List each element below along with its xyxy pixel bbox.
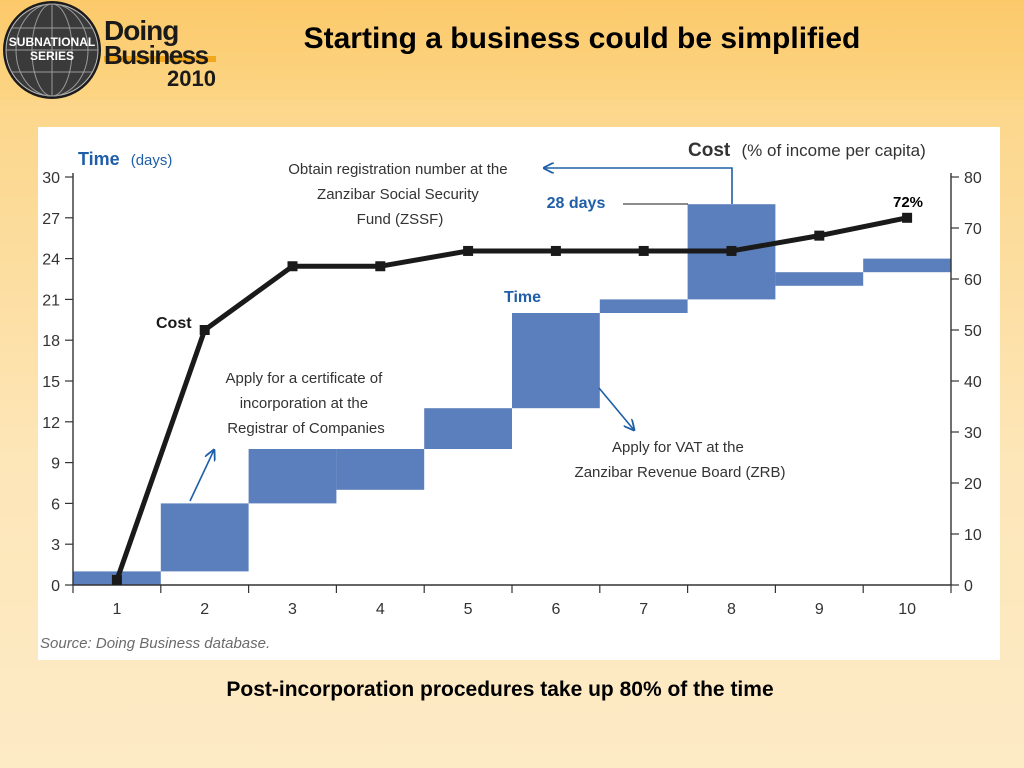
x-tick-label-10: 10 xyxy=(898,601,916,618)
right-tick-label-10: 10 xyxy=(964,527,982,544)
zssf-line-3: Fund (ZSSF) xyxy=(357,211,444,228)
right-tick-label-50: 50 xyxy=(964,323,982,340)
header-band: SUBNATIONAL SERIES Doing Business 2010 S… xyxy=(0,0,1024,100)
left-tick-label-24: 24 xyxy=(42,252,60,269)
cost-series-label: Cost xyxy=(156,315,192,332)
left-axis-title: Time (days) xyxy=(78,149,172,169)
vat-line-2: Zanzibar Revenue Board (ZRB) xyxy=(575,464,786,481)
right-tick-label-80: 80 xyxy=(964,170,982,187)
left-axis-title-unit: (days) xyxy=(131,152,173,169)
time-bar-9 xyxy=(775,272,864,286)
time-bar-3 xyxy=(248,449,337,504)
certificate-arrow xyxy=(189,450,214,502)
time-bars xyxy=(73,204,951,585)
x-tick-label-8: 8 xyxy=(727,601,736,618)
page-title: Starting a business could be simplified xyxy=(303,22,861,55)
days-28-label: 28 days xyxy=(547,195,606,212)
slide-caption: Post-incorporation procedures take up 80… xyxy=(226,678,774,701)
time-bar-5 xyxy=(424,408,512,449)
left-tick-label-9: 9 xyxy=(51,456,60,473)
zssf-line-2: Zanzibar Social Security xyxy=(317,186,479,203)
cost-series xyxy=(111,212,913,585)
vat-line-1: Apply for VAT at the xyxy=(612,439,744,456)
x-tick-label-1: 1 xyxy=(112,601,121,618)
right-tick-label-40: 40 xyxy=(964,374,982,391)
time-bar-6 xyxy=(512,313,600,409)
left-tick-label-30: 30 xyxy=(42,170,60,187)
left-tick-label-15: 15 xyxy=(42,374,60,391)
logo-badge-line1: SUBNATIONAL xyxy=(9,35,95,49)
right-axis-title: Cost (% of income per capita) xyxy=(688,140,926,161)
time-bar-4 xyxy=(336,449,425,490)
x-tick-label-5: 5 xyxy=(464,601,473,618)
certificate-line-3: Registrar of Companies xyxy=(227,420,385,437)
right-tick-label-20: 20 xyxy=(964,476,982,493)
left-tick-label-6: 6 xyxy=(51,496,60,513)
source-note: Source: Doing Business database. xyxy=(40,635,270,652)
left-tick-label-18: 18 xyxy=(42,333,60,350)
certificate-line-1: Apply for a certificate of xyxy=(226,370,384,387)
left-axis-title-main: Time xyxy=(78,149,120,169)
right-axis-title-main: Cost xyxy=(688,140,731,161)
globe-icon xyxy=(3,1,101,99)
cost-point-6 xyxy=(550,245,561,256)
zssf-arrow xyxy=(544,168,733,204)
right-tick-label-60: 60 xyxy=(964,272,982,289)
right-tick-label-70: 70 xyxy=(964,221,982,238)
time-bar-2 xyxy=(160,503,249,572)
cost-point-10 xyxy=(902,212,913,223)
cost-point-4 xyxy=(375,261,386,272)
vat-arrow xyxy=(598,387,634,430)
x-tick-label-7: 7 xyxy=(639,601,648,618)
certificate-annotation: Apply for a certificate of incorporation… xyxy=(226,370,387,437)
x-tick-label-3: 3 xyxy=(288,601,297,618)
vat-annotation: Apply for VAT at the Zanzibar Revenue Bo… xyxy=(575,439,786,481)
cost-point-9 xyxy=(814,230,825,241)
x-tick-label-4: 4 xyxy=(376,601,385,618)
left-tick-label-12: 12 xyxy=(42,415,60,432)
time-bar-7 xyxy=(599,299,688,313)
x-tick-label-2: 2 xyxy=(200,601,209,618)
certificate-line-2: incorporation at the xyxy=(240,395,368,412)
left-tick-label-21: 21 xyxy=(42,292,60,309)
right-axis-title-unit: (% of income per capita) xyxy=(742,141,926,160)
x-tick-label-9: 9 xyxy=(815,601,824,618)
time-bar-10 xyxy=(863,258,951,273)
cost-point-5 xyxy=(463,245,474,256)
zssf-annotation: Obtain registration number at the Zanzib… xyxy=(288,161,511,228)
logo-brand-stripe xyxy=(104,56,216,62)
logo-badge-line2: SERIES xyxy=(30,49,74,63)
doing-business-logo: SUBNATIONAL SERIES Doing Business 2010 xyxy=(3,1,216,99)
cost-point-8 xyxy=(726,245,737,256)
logo-brand-line2: Business xyxy=(104,40,209,70)
pct-72-label: 72% xyxy=(893,194,923,211)
right-tick-label-0: 0 xyxy=(964,578,973,595)
cost-point-7 xyxy=(638,245,649,256)
x-tick-label-6: 6 xyxy=(551,601,560,618)
left-tick-label-27: 27 xyxy=(42,211,60,228)
logo-brand-line1: Doing xyxy=(104,15,178,46)
cost-line xyxy=(114,215,908,581)
cost-point-2 xyxy=(199,325,210,335)
zssf-line-1: Obtain registration number at the xyxy=(288,161,507,178)
chart-panel: 0 3 6 9 12 15 18 21 24 27 30 0 10 20 30 40 50 60 70 80 1 2 3 4 5… xyxy=(38,127,1000,660)
cost-point-3 xyxy=(287,261,298,272)
right-tick-label-30: 30 xyxy=(964,425,982,442)
cost-point-1 xyxy=(111,574,122,585)
time-series-label: Time xyxy=(504,289,541,306)
logo-year: 2010 xyxy=(167,66,216,91)
left-tick-label-3: 3 xyxy=(51,537,60,554)
left-tick-label-0: 0 xyxy=(51,578,60,595)
